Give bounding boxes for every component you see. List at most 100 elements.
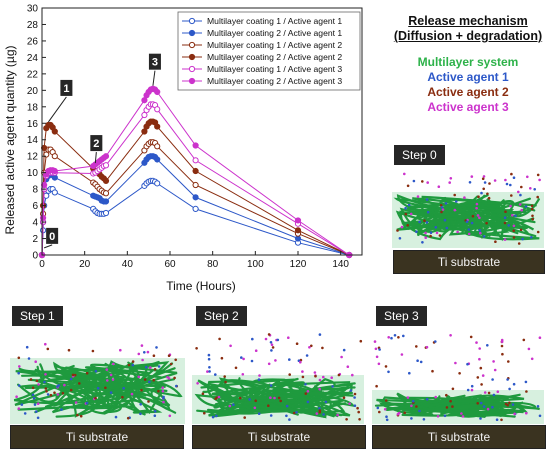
x-tick-label: 80 [207,259,219,270]
agent-dot [421,241,424,244]
agent-dot [46,347,50,351]
agent-dot [531,217,534,221]
agent-dot [505,182,509,186]
agent-dot [481,374,485,377]
agent-dot [342,396,346,399]
polymer-chain [213,387,353,409]
agent-dot [400,353,404,356]
agent-dot [416,195,420,198]
agent-dot [271,346,275,349]
data-point [102,153,110,160]
agent-dot [426,210,430,214]
y-axis-label: Released active agent quantity (µg) [3,45,17,234]
agent-dot [453,208,457,212]
agent-dot [475,341,478,344]
agent-dot [426,181,429,184]
agent-dot [492,360,495,363]
agent-dot [482,235,486,238]
data-point [102,177,110,184]
agent-dot [60,408,63,411]
agent-dot [168,414,172,418]
agent-dot [512,382,516,386]
agent-dot [330,376,333,379]
agent-dot [157,365,161,368]
data-point [192,167,199,175]
agent-dot [130,392,134,396]
agent-dot [174,358,177,362]
agent-dot [353,392,357,396]
data-point [51,167,58,175]
agent-dot [424,231,427,235]
agent-dot [243,416,246,419]
agent-dot [530,357,534,361]
agent-dot [436,415,440,418]
legend-marker [188,65,196,73]
y-tick-label: 8 [32,185,38,196]
y-tick-label: 2 [32,234,38,245]
legend-marker [188,41,196,49]
agent-dot [318,410,322,414]
agent-dot [306,390,310,393]
agent-dot [257,378,261,381]
agent-dot [458,372,461,375]
agent-dot [203,411,206,415]
x-tick-label: 60 [164,259,176,270]
agent-dot [232,403,235,406]
annotation-label: 2 [93,138,99,150]
agent-dot [342,348,346,352]
agent-dot [53,391,56,394]
agent-dot [434,340,437,343]
agent-dot [469,335,473,339]
agent-dot [214,397,217,400]
agent-dot [536,405,540,408]
agent-dot [470,221,474,225]
agent-dot [429,231,433,234]
agent-dot [403,172,406,176]
annotation-arrow [152,70,156,86]
data-point [192,157,199,164]
agent-dot [248,398,251,401]
agent-dot [37,383,40,386]
agent-dot [149,366,152,369]
agent-dot [374,347,378,351]
agent-dot [31,386,35,390]
agent-dot [492,393,496,397]
agent-dot [137,375,140,379]
agent-dot [445,226,449,230]
agent-dot [451,387,455,391]
agent-dot [434,395,437,399]
data-point [192,205,199,212]
agent-dot [496,390,500,393]
agent-dot [410,404,413,408]
agent-dot [304,392,308,395]
step-0-label: Step 0 [394,145,445,165]
agent-dot [211,415,215,419]
data-point [294,235,302,242]
agent-dot [152,378,155,382]
data-point [294,227,302,234]
agent-dot [288,418,291,421]
agent-dot [493,179,497,182]
agent-dot [512,236,516,239]
agent-dot [524,205,528,208]
agent-dot [425,221,429,224]
agent-dot [507,224,510,227]
agent-dot [491,405,494,409]
agent-dot [506,378,509,381]
y-tick-label: 24 [27,53,39,64]
agent-dot [493,368,497,372]
agent-dot [514,214,517,218]
y-tick-label: 22 [27,69,39,80]
agent-dot [321,346,324,350]
agent-dot [409,212,413,216]
polymer-chain [68,371,177,414]
agent-dot [449,399,452,403]
agent-dot [269,396,272,399]
agent-dot [508,401,511,405]
agent-dot [467,228,471,231]
agent-dot [521,237,524,241]
agent-dot [308,346,311,349]
agent-dot [17,407,21,410]
agent-dot [74,401,78,404]
data-point [192,194,199,201]
